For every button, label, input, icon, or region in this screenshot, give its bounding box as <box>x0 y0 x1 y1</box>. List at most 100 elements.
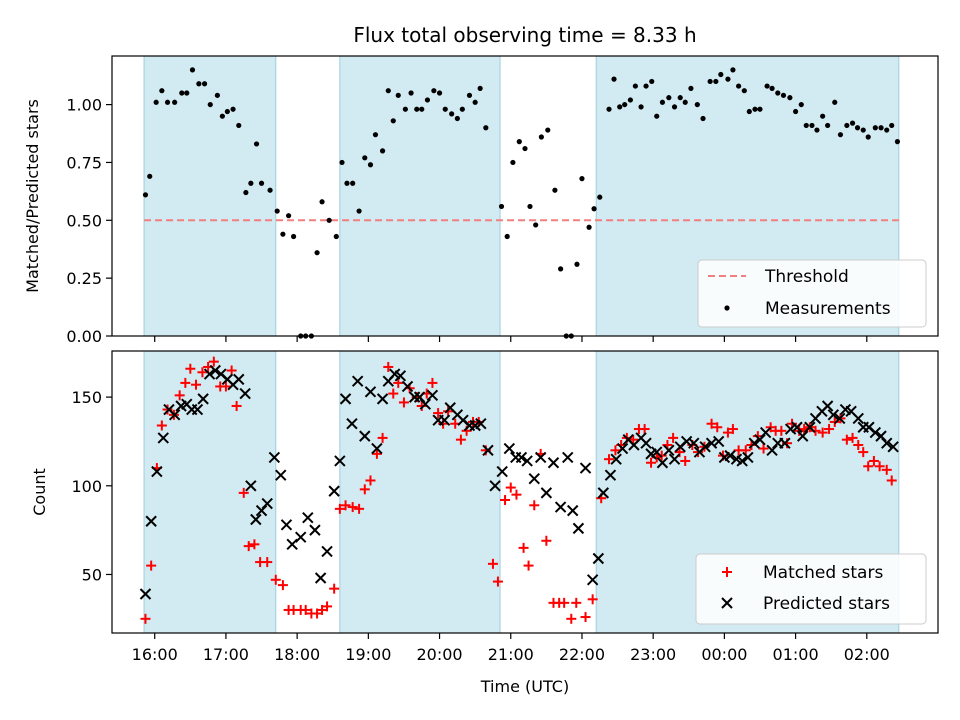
measurement-point <box>741 88 747 94</box>
x-tick-label: 20:00 <box>416 645 462 664</box>
measurement-point <box>764 83 770 89</box>
predicted-point <box>364 386 377 398</box>
measurement-point <box>775 90 781 96</box>
matched-point <box>197 367 208 378</box>
x-tick-label: 16:00 <box>132 645 178 664</box>
matched-point <box>322 601 333 612</box>
x-tick-label: 19:00 <box>345 645 391 664</box>
predicted-point-b <box>438 414 451 426</box>
predicted-point <box>651 446 663 458</box>
measurement-point <box>713 78 719 85</box>
x-axis-label: Time (UTC) <box>480 677 569 696</box>
measurement-point <box>280 231 286 237</box>
measurement-point <box>326 217 332 223</box>
measurement-point <box>414 106 420 112</box>
bottom-panel: 50 100 150 16:00 17:00 18:00 19:00 20:00 21:00 2… <box>30 350 939 696</box>
predicted-point-b <box>567 504 579 517</box>
measurement-point <box>872 125 878 131</box>
matched-point <box>354 503 365 514</box>
measurement-point <box>878 125 884 131</box>
matched-point <box>656 450 667 461</box>
legend-matched-swatch <box>722 567 732 577</box>
measurement-point <box>591 206 597 212</box>
measurement-point <box>757 106 763 112</box>
measurement-point <box>258 180 265 186</box>
predicted-point <box>239 387 251 400</box>
predicted-point-b <box>215 368 227 380</box>
top-y-axis-label: Matched/Predicted stars <box>23 99 42 293</box>
measurement-point <box>552 187 558 193</box>
predicted-point-b <box>191 403 204 416</box>
measurement-point <box>466 92 473 98</box>
measurement-point <box>718 71 724 78</box>
matched-point <box>829 416 840 427</box>
predicted-point <box>489 480 501 492</box>
predicted-point <box>592 552 605 565</box>
measurement-point <box>533 222 539 228</box>
legend-matched-marker <box>722 567 732 577</box>
y-tick-label: 1.00 <box>66 96 102 115</box>
matched-point <box>220 381 231 392</box>
x-tick-label: 02:00 <box>844 645 890 664</box>
bottom-legend-box <box>695 553 927 625</box>
measurement-point <box>379 148 386 154</box>
predicted-point-b <box>351 375 364 387</box>
predicted-point-b <box>562 451 574 464</box>
y-tick-label: 0.25 <box>66 269 102 288</box>
predicted-point <box>562 451 574 464</box>
matched-point <box>277 580 288 591</box>
measurement-points <box>142 67 901 339</box>
measurement-point <box>207 101 213 108</box>
predicted-point <box>245 480 257 492</box>
predicted-point <box>359 430 371 442</box>
predicted-point-b <box>784 423 797 435</box>
matched-point <box>571 597 582 608</box>
measurement-point <box>431 88 437 94</box>
measurement-point <box>339 159 345 166</box>
measurement-point <box>700 115 706 122</box>
predicted-point <box>334 455 346 467</box>
measurement-point <box>725 76 731 82</box>
matched-point <box>329 583 340 594</box>
matched-point <box>393 377 404 388</box>
predicted-point <box>521 455 533 467</box>
measurement-point <box>820 113 826 119</box>
measurement-point <box>837 132 844 138</box>
predicted-point-b <box>250 513 262 526</box>
matched-point <box>817 427 828 438</box>
predicted-point-b <box>779 437 791 449</box>
predicted-point <box>321 545 333 558</box>
predicted-point-b <box>364 386 377 398</box>
predicted-point <box>151 465 163 478</box>
measurement-point <box>558 266 564 272</box>
measurement-point <box>253 141 260 147</box>
predicted-point-b <box>796 430 809 442</box>
measurement-point <box>419 106 425 112</box>
measurement-point <box>854 125 861 131</box>
matched-point <box>712 422 723 433</box>
predicted-point-b <box>496 465 508 478</box>
predicted-point <box>314 572 327 584</box>
predicted-point-b <box>821 400 834 412</box>
predicted-point-b <box>748 437 760 449</box>
predicted-point <box>233 373 245 386</box>
matched-point <box>359 484 370 495</box>
predicted-point <box>852 412 864 425</box>
measurement-point <box>682 99 688 105</box>
predicted-point-b <box>321 545 333 558</box>
measurement-point <box>224 108 230 115</box>
predicted-point <box>534 451 547 464</box>
predicted-point-b <box>804 421 816 433</box>
predicted-point-b <box>426 389 439 402</box>
predicted-point <box>540 487 553 499</box>
predicted-point <box>261 497 273 510</box>
predicted-point <box>419 398 432 410</box>
measurement-point <box>787 95 793 101</box>
matched-point <box>347 502 358 513</box>
matched-point <box>776 425 787 436</box>
matched-point <box>580 612 591 623</box>
predicted-point-b <box>554 501 567 513</box>
x-tick-label: 23:00 <box>630 645 676 664</box>
observation-band <box>144 56 276 336</box>
predicted-point-b <box>528 472 540 485</box>
